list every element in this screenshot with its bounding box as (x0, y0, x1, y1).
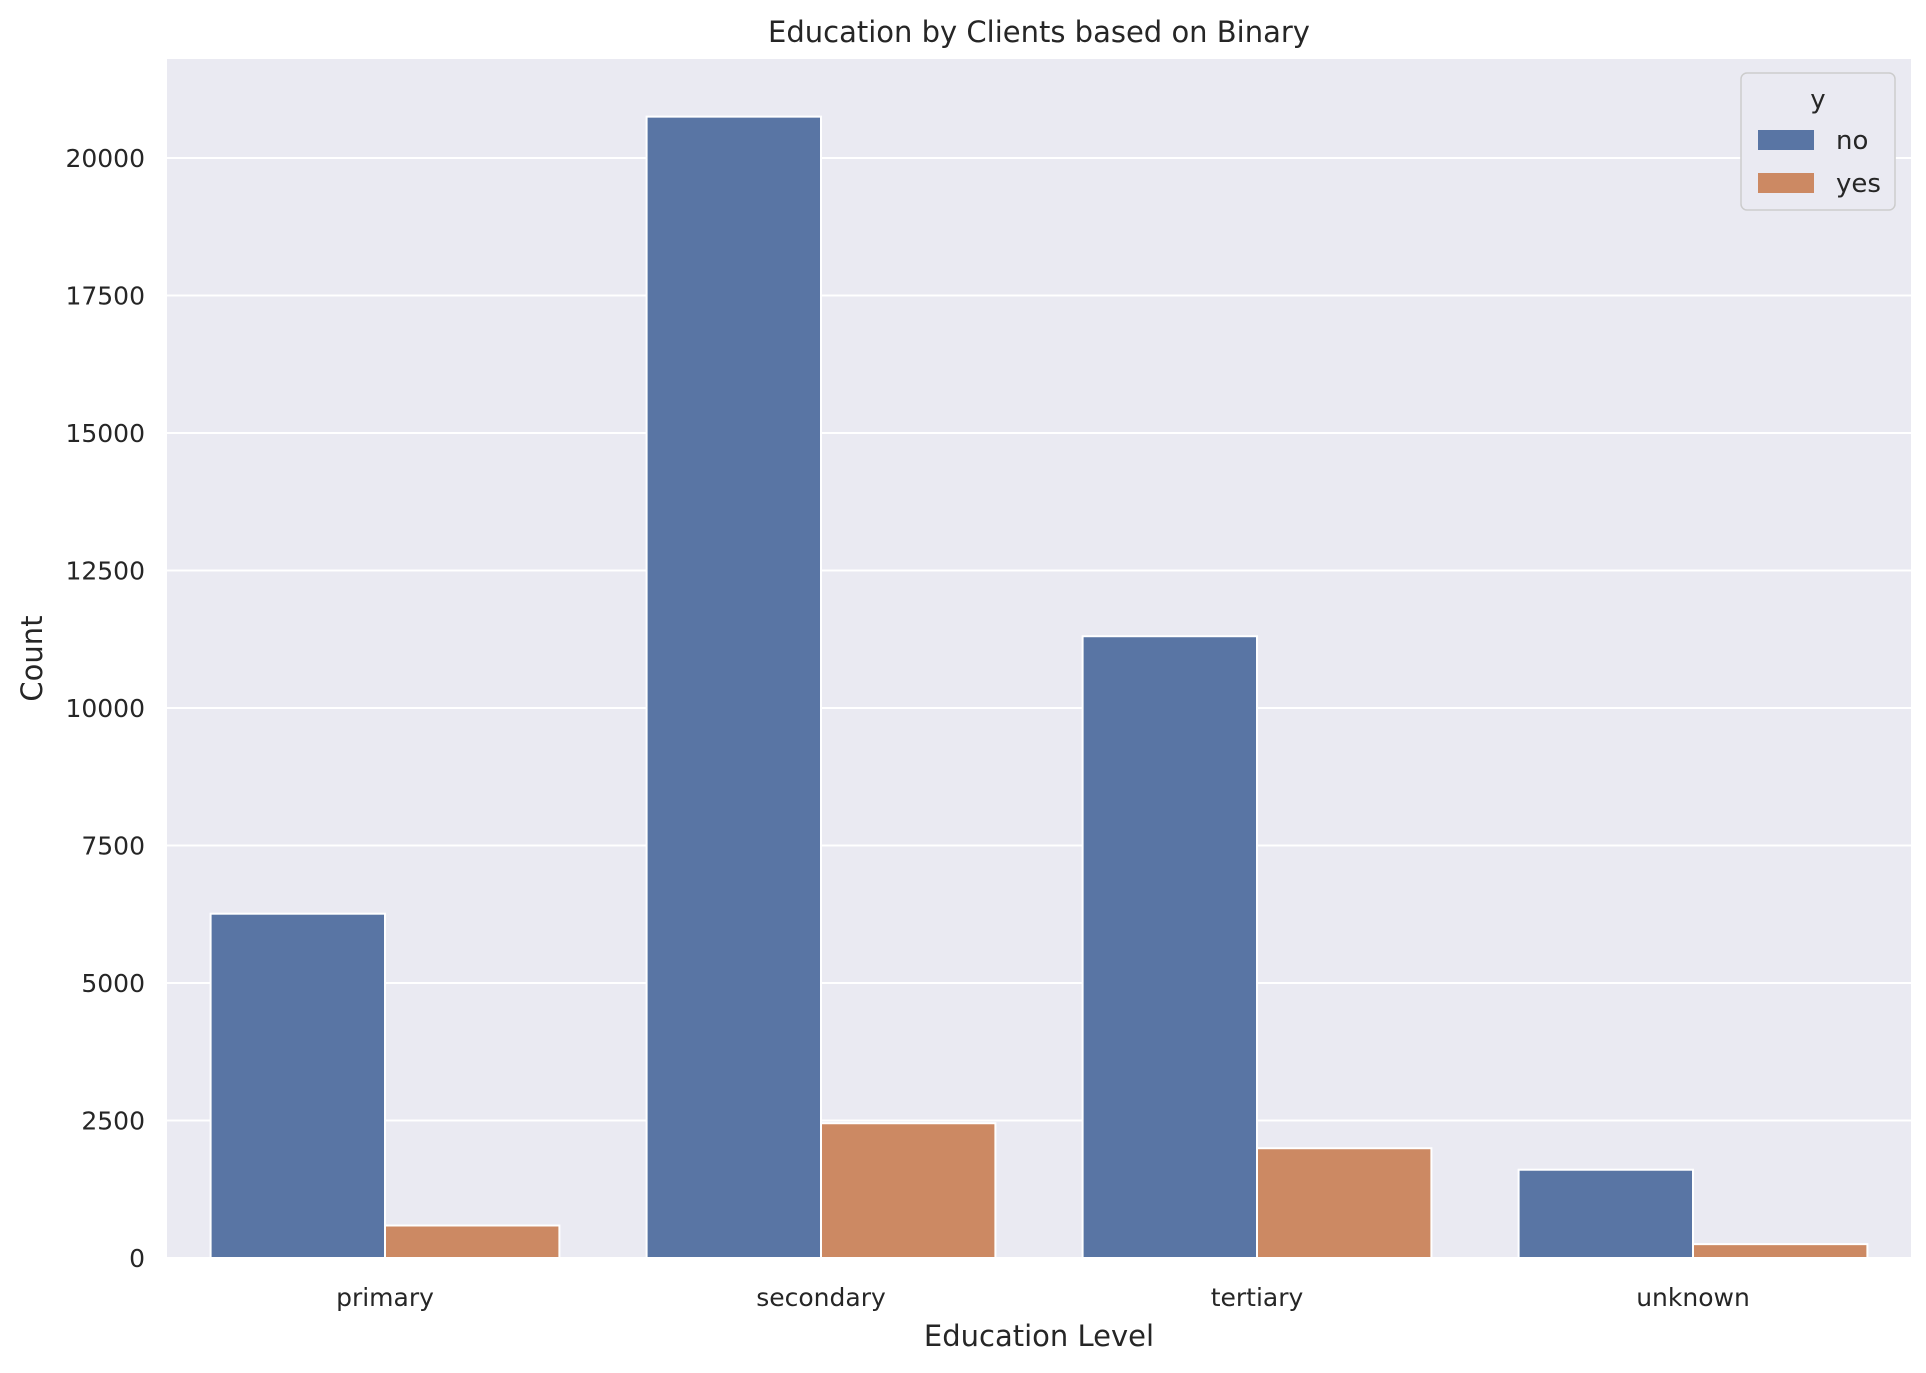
y-tick-label: 0 (129, 1244, 145, 1273)
x-axis-ticks: primary secondary tertiary unknown (336, 1283, 1750, 1312)
legend-title: y (1810, 85, 1825, 115)
x-tick-label: primary (336, 1283, 434, 1312)
bar-no-tertiary (1081, 635, 1258, 1259)
bar-yes-primary (384, 1224, 561, 1259)
y-tick-label: 12500 (65, 557, 145, 586)
gridlines (167, 157, 1911, 1259)
x-tick-label: secondary (756, 1283, 886, 1312)
bar-yes-unknown (1692, 1243, 1869, 1260)
y-tick-label: 5000 (81, 969, 145, 998)
bars (209, 115, 1869, 1260)
chart-title: Education by Clients based on Binary (768, 15, 1310, 49)
y-tick-label: 7500 (81, 832, 145, 861)
legend-swatch-yes (1758, 173, 1814, 193)
bar-no-primary (209, 912, 386, 1259)
legend-label-yes: yes (1836, 169, 1881, 199)
y-tick-label: 17500 (65, 282, 145, 311)
x-axis-label: Education Level (924, 1319, 1154, 1353)
bar-yes-tertiary (1256, 1147, 1433, 1259)
y-axis-ticks: 0 2500 5000 7500 10000 12500 15000 17500 20000 (65, 144, 145, 1273)
y-tick-label: 10000 (65, 694, 145, 723)
plot-area (167, 59, 1911, 1258)
bar-no-unknown (1517, 1168, 1694, 1259)
y-tick-label: 15000 (65, 419, 145, 448)
bar-no-secondary (645, 115, 822, 1259)
y-tick-label: 20000 (65, 144, 145, 173)
x-tick-label: tertiary (1211, 1283, 1304, 1312)
x-tick-label: unknown (1636, 1283, 1750, 1312)
legend-swatch-no (1758, 130, 1814, 150)
bar-yes-secondary (820, 1122, 997, 1259)
legend: yno yes (1740, 72, 1896, 211)
legend-label-no: no (1836, 126, 1868, 156)
y-axis-label: Count (15, 615, 49, 701)
y-tick-label: 2500 (81, 1107, 145, 1136)
